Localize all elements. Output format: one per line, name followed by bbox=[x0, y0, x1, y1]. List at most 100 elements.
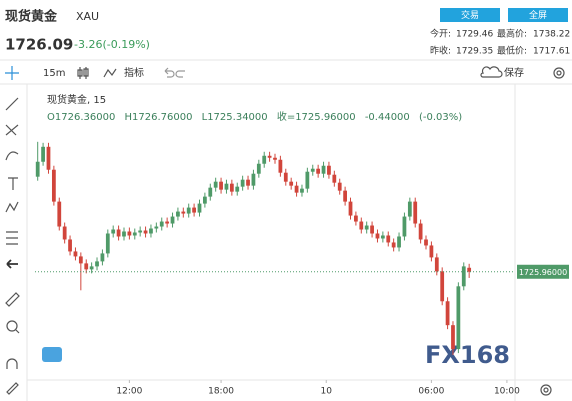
candle-body bbox=[143, 230, 148, 234]
candle-body bbox=[332, 174, 337, 183]
candle-body bbox=[51, 169, 56, 202]
stat-value: 1729.35 bbox=[456, 47, 493, 57]
candle-body bbox=[62, 226, 67, 240]
candle-body bbox=[300, 188, 304, 193]
price: 1726.09 bbox=[5, 36, 73, 54]
candle-body bbox=[348, 201, 353, 216]
legend-title: 现货黄金, 15 bbox=[47, 93, 106, 106]
candle-body bbox=[89, 266, 94, 270]
candle-body bbox=[224, 183, 229, 190]
stat-label: 今开: bbox=[430, 28, 451, 40]
left-toolbar[interactable] bbox=[5, 97, 20, 395]
price-change: -3.26(-0.19%) bbox=[74, 38, 150, 51]
candle-body bbox=[283, 172, 288, 182]
candle-body bbox=[294, 185, 299, 193]
candle-body bbox=[219, 181, 223, 190]
last-price-label: 1725.96000 bbox=[519, 268, 567, 277]
stat-value: 1738.22 bbox=[533, 30, 570, 40]
candle-body bbox=[35, 161, 40, 177]
candle-body bbox=[111, 229, 116, 234]
stat-value: 1717.61 bbox=[533, 47, 570, 57]
candle-body bbox=[386, 235, 391, 243]
stat-label: 最高价: bbox=[497, 28, 527, 40]
candle-body bbox=[440, 271, 445, 302]
indicators[interactable]: 指标 bbox=[124, 66, 144, 79]
fullscreen-button[interactable] bbox=[508, 8, 568, 22]
candle-body bbox=[84, 263, 89, 270]
trade-button-label[interactable]: 交易 bbox=[461, 9, 479, 21]
indicator-icon[interactable] bbox=[103, 68, 117, 78]
candle-body bbox=[176, 211, 180, 217]
trade-button[interactable] bbox=[440, 8, 500, 22]
stat-label: 昨收: bbox=[430, 45, 451, 57]
candle-body bbox=[240, 179, 245, 187]
candle-body bbox=[273, 157, 277, 160]
x-tick-label: 18:00 bbox=[208, 387, 234, 397]
candle-body bbox=[424, 239, 428, 246]
candle-body bbox=[251, 173, 256, 186]
watermark: FX168 bbox=[425, 341, 510, 369]
candle-body bbox=[418, 223, 423, 240]
candle-body bbox=[181, 211, 186, 214]
candle-body bbox=[289, 181, 294, 186]
candle-body bbox=[170, 216, 175, 224]
candle-body bbox=[132, 232, 137, 236]
candle-body bbox=[46, 146, 51, 170]
settings-icon[interactable] bbox=[553, 67, 565, 79]
settings-icon[interactable] bbox=[540, 384, 552, 396]
candle-body bbox=[359, 221, 364, 230]
candle-body bbox=[262, 155, 267, 164]
candle-body bbox=[391, 242, 396, 248]
interval[interactable]: 15m bbox=[43, 68, 65, 79]
last-price-tag bbox=[517, 264, 569, 279]
stat-label: 最低价: bbox=[497, 45, 527, 57]
candle-body bbox=[413, 201, 418, 224]
x-tick-label: 10 bbox=[321, 387, 333, 397]
candle-body bbox=[138, 230, 143, 233]
candle-body bbox=[467, 267, 472, 272]
candle-body bbox=[246, 179, 250, 186]
chart-type-icon[interactable] bbox=[77, 67, 89, 79]
candle-body bbox=[397, 236, 401, 248]
candle-body bbox=[105, 233, 110, 254]
candle-body bbox=[73, 251, 78, 257]
candle-body bbox=[197, 203, 202, 213]
candle-body bbox=[235, 186, 240, 192]
symbol-title: 现货黄金 bbox=[5, 9, 58, 25]
candle-body bbox=[186, 207, 191, 214]
logo-badge[interactable] bbox=[42, 347, 62, 362]
candle-body bbox=[456, 286, 461, 350]
candle-body bbox=[192, 207, 196, 213]
candle-body bbox=[95, 261, 99, 267]
symbol-code: XAU bbox=[76, 10, 99, 23]
candle-body bbox=[375, 233, 380, 239]
x-tick-label: 06:00 bbox=[418, 387, 444, 397]
ohlc-readout: O1726.36000 H1726.76000 L1725.34000 收=17… bbox=[47, 110, 462, 123]
candle-body bbox=[154, 226, 159, 229]
crosshair-icon[interactable] bbox=[5, 66, 19, 80]
candle-body bbox=[305, 171, 310, 189]
cloud-icon[interactable] bbox=[480, 66, 503, 78]
candle-body bbox=[429, 245, 434, 258]
candle-body bbox=[445, 301, 450, 326]
candle-body bbox=[122, 231, 126, 237]
candle-body bbox=[316, 168, 321, 174]
x-tick-label: 12:00 bbox=[116, 387, 142, 397]
candle-body bbox=[370, 225, 374, 234]
candle-body bbox=[321, 165, 326, 174]
x-tick-label: 10:00 bbox=[494, 387, 520, 397]
candle-body bbox=[256, 163, 261, 174]
candle-body bbox=[364, 225, 369, 230]
candle-body bbox=[402, 216, 407, 237]
save[interactable]: 保存 bbox=[504, 66, 524, 79]
undo-icon[interactable] bbox=[164, 67, 185, 78]
candle-body bbox=[208, 187, 213, 197]
candle-body bbox=[380, 235, 385, 239]
candle-body bbox=[310, 168, 315, 172]
candle-body bbox=[41, 146, 45, 162]
fullscreen-button-label[interactable]: 全屏 bbox=[529, 9, 547, 21]
candle-body bbox=[68, 239, 72, 252]
candle-body bbox=[354, 215, 358, 222]
candle-body bbox=[100, 253, 105, 262]
